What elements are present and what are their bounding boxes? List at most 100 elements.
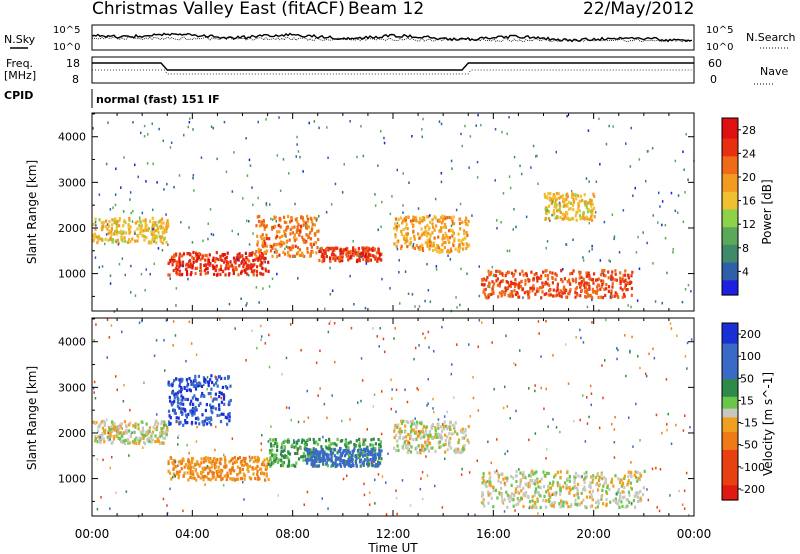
heatmap-cell bbox=[318, 126, 320, 130]
heatmap-cell bbox=[113, 217, 117, 221]
heatmap-cell bbox=[396, 240, 399, 244]
heatmap-cell bbox=[131, 431, 133, 434]
heatmap-cell bbox=[561, 280, 564, 284]
heatmap-cell bbox=[270, 245, 273, 249]
heatmap-cell bbox=[321, 497, 323, 500]
heatmap-cell bbox=[565, 210, 568, 214]
heatmap-cell bbox=[534, 482, 537, 486]
heatmap-cell bbox=[341, 191, 344, 194]
heatmap-cell bbox=[312, 449, 315, 453]
heatmap-cell bbox=[539, 276, 542, 280]
colorbar-segment bbox=[722, 283, 738, 287]
heatmap-cell bbox=[312, 447, 315, 451]
heatmap-cell bbox=[152, 231, 155, 235]
heatmap-cell bbox=[336, 256, 340, 260]
heatmap-cell bbox=[422, 430, 425, 434]
heatmap-cell bbox=[141, 234, 145, 238]
heatmap-cell bbox=[320, 246, 323, 250]
heatmap-cell bbox=[115, 428, 118, 432]
heatmap-cell bbox=[477, 345, 479, 348]
heatmap-cell bbox=[253, 263, 256, 267]
heatmap-cell bbox=[193, 476, 196, 480]
heatmap-cell bbox=[533, 479, 536, 483]
heatmap-cell bbox=[429, 446, 432, 450]
heatmap-cell bbox=[256, 215, 259, 219]
heatmap-cell bbox=[186, 262, 189, 266]
heatmap-cell bbox=[101, 426, 104, 430]
heatmap-cell bbox=[177, 471, 180, 475]
plot-title: Christmas Valley East (fitACF) bbox=[92, 0, 345, 19]
heatmap-cell bbox=[285, 240, 288, 244]
heatmap-cell bbox=[569, 282, 572, 286]
heatmap-cell bbox=[390, 407, 392, 411]
heatmap-cell bbox=[203, 263, 206, 268]
heatmap-cell bbox=[192, 472, 195, 476]
heatmap-cell bbox=[548, 196, 551, 200]
heatmap-cell bbox=[410, 420, 413, 424]
heatmap-cell bbox=[110, 324, 113, 327]
heatmap-cell bbox=[520, 478, 523, 482]
heatmap-cell bbox=[561, 194, 564, 198]
heatmap-cell bbox=[214, 461, 217, 465]
heatmap-cell bbox=[272, 456, 275, 460]
heatmap-cell bbox=[655, 413, 658, 417]
heatmap-cell bbox=[211, 411, 214, 415]
heatmap-cell bbox=[276, 445, 279, 449]
heatmap-cell bbox=[418, 305, 421, 308]
heatmap-cell bbox=[309, 242, 312, 247]
heatmap-cell bbox=[298, 233, 301, 237]
heatmap-cell bbox=[198, 422, 201, 426]
heatmap-cell bbox=[464, 433, 467, 438]
heatmap-cell bbox=[335, 443, 338, 447]
heatmap-cell bbox=[619, 280, 622, 284]
heatmap-cell bbox=[257, 475, 260, 479]
heatmap-cell bbox=[331, 394, 333, 397]
heatmap-cell bbox=[464, 236, 467, 240]
heatmap-cell bbox=[181, 254, 184, 258]
heatmap-cell bbox=[180, 398, 183, 402]
heatmap-cell bbox=[352, 464, 355, 468]
heatmap-cell bbox=[517, 285, 520, 289]
heatmap-cell bbox=[683, 168, 685, 171]
heatmap-cell bbox=[405, 236, 408, 240]
heatmap-cell bbox=[97, 439, 101, 443]
heatmap-cell bbox=[182, 423, 185, 427]
heatmap-cell bbox=[551, 213, 553, 217]
heatmap-cell bbox=[128, 454, 130, 457]
heatmap-cell bbox=[341, 251, 345, 255]
heatmap-cell bbox=[463, 232, 466, 236]
heatmap-cell bbox=[130, 211, 132, 215]
heatmap-cell bbox=[248, 243, 251, 246]
heatmap-cell bbox=[177, 436, 179, 439]
heatmap-cell bbox=[167, 243, 169, 246]
heatmap-cell bbox=[633, 494, 636, 498]
heatmap-cell bbox=[233, 478, 237, 482]
heatmap-cell bbox=[233, 456, 236, 460]
heatmap-cell bbox=[306, 250, 309, 254]
heatmap-cell bbox=[360, 357, 363, 360]
colorbar-tick-label: 12 bbox=[742, 218, 756, 231]
heatmap-cell bbox=[282, 449, 285, 453]
heatmap-cell bbox=[218, 474, 221, 479]
heatmap-cell bbox=[207, 477, 210, 481]
heatmap-cell bbox=[454, 430, 457, 434]
heatmap-cell bbox=[195, 251, 198, 255]
heatmap-cell bbox=[298, 248, 301, 252]
heatmap-cell bbox=[271, 454, 274, 458]
heatmap-cell bbox=[501, 272, 504, 276]
heatmap-cell bbox=[191, 476, 194, 480]
heatmap-cell bbox=[452, 432, 455, 436]
heatmap-cell bbox=[466, 233, 469, 238]
heatmap-cell bbox=[424, 241, 427, 245]
heatmap-cell bbox=[210, 423, 213, 427]
heatmap-cell bbox=[615, 492, 618, 496]
heatmap-cell bbox=[339, 464, 343, 468]
heatmap-cell bbox=[213, 265, 216, 269]
heatmap-cell bbox=[327, 453, 330, 457]
heatmap-cell bbox=[280, 234, 284, 238]
heatmap-cell bbox=[550, 197, 553, 201]
heatmap-cell bbox=[182, 402, 185, 406]
heatmap-cell bbox=[207, 262, 210, 266]
heatmap-cell bbox=[394, 233, 397, 237]
heatmap-cell bbox=[540, 286, 543, 290]
